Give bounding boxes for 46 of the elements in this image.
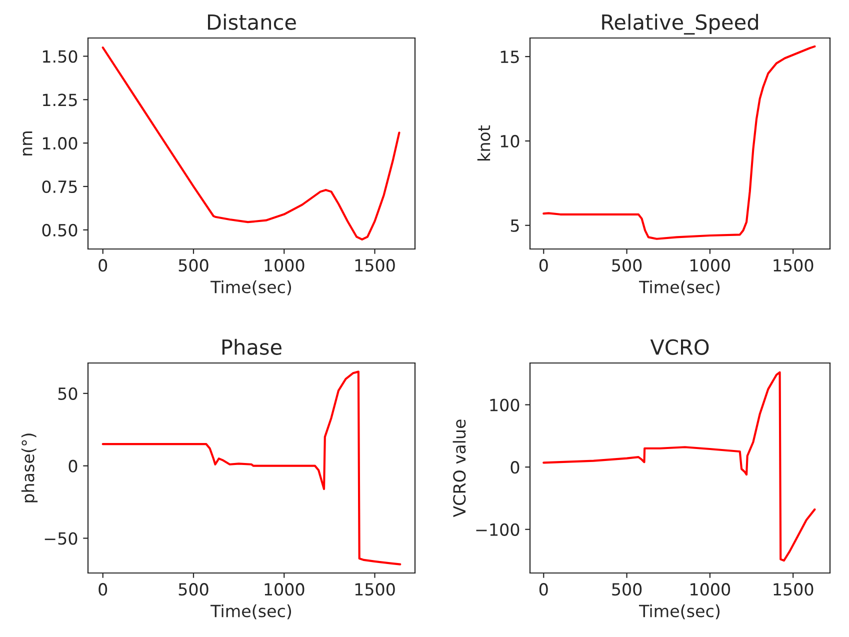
- x-tick-label: 500: [178, 259, 208, 272]
- y-tick-label: 5: [510, 220, 519, 232]
- y-tick-label: 10: [500, 134, 520, 148]
- y-tick-label: 1.25: [43, 94, 77, 106]
- y-tick-label: 100: [490, 398, 520, 412]
- chart-title: Phase: [222, 338, 282, 355]
- x-axis-title: Time(sec): [639, 604, 720, 620]
- x-tick-label: 500: [612, 259, 642, 272]
- x-tick-label: 0: [98, 583, 108, 596]
- chart-title: VCRO: [650, 339, 709, 355]
- y-tick-label: 0: [68, 460, 78, 472]
- chart-title: Relative_Speed: [602, 14, 758, 35]
- y-axis-title: nm: [22, 132, 32, 156]
- y-tick-label: 0: [510, 461, 520, 474]
- line-series: [102, 370, 402, 566]
- x-tick-label: 500: [178, 583, 208, 596]
- x-tick-label: 0: [539, 259, 548, 272]
- y-tick-label: −50: [44, 532, 78, 545]
- line-series: [542, 45, 816, 240]
- x-tick-label: 1000: [690, 583, 730, 596]
- y-tick-label: 0.75: [42, 180, 77, 194]
- x-tick-label: 1000: [264, 259, 304, 272]
- x-tick-label: 1000: [690, 259, 730, 272]
- y-tick-label: −100: [476, 523, 520, 536]
- x-axis-title: Time(sec): [210, 280, 292, 296]
- line-series: [102, 46, 400, 240]
- x-axis-title: Time(sec): [639, 280, 720, 296]
- y-tick-label: 50: [58, 387, 78, 400]
- y-tick-label: 1.50: [43, 50, 78, 63]
- x-tick-label: 0: [98, 259, 108, 272]
- y-axis-title: knot: [477, 125, 490, 160]
- y-tick-label: 15: [500, 50, 519, 64]
- x-tick-label: 1500: [774, 583, 814, 596]
- x-axis-title: Time(sec): [210, 604, 292, 620]
- x-tick-label: 1500: [355, 259, 395, 272]
- line-series: [542, 371, 816, 562]
- y-axis-title: VCRO value: [452, 420, 466, 518]
- x-tick-label: 1500: [355, 583, 395, 596]
- x-tick-label: 0: [539, 583, 548, 596]
- x-tick-label: 1500: [774, 259, 814, 272]
- y-tick-label: 0.50: [42, 224, 78, 236]
- y-tick-label: 1.00: [43, 137, 78, 150]
- x-tick-label: 1000: [264, 583, 304, 596]
- x-tick-label: 500: [612, 583, 642, 596]
- y-axis-title: phase(°): [21, 434, 38, 502]
- chart-title: Distance: [208, 14, 296, 30]
